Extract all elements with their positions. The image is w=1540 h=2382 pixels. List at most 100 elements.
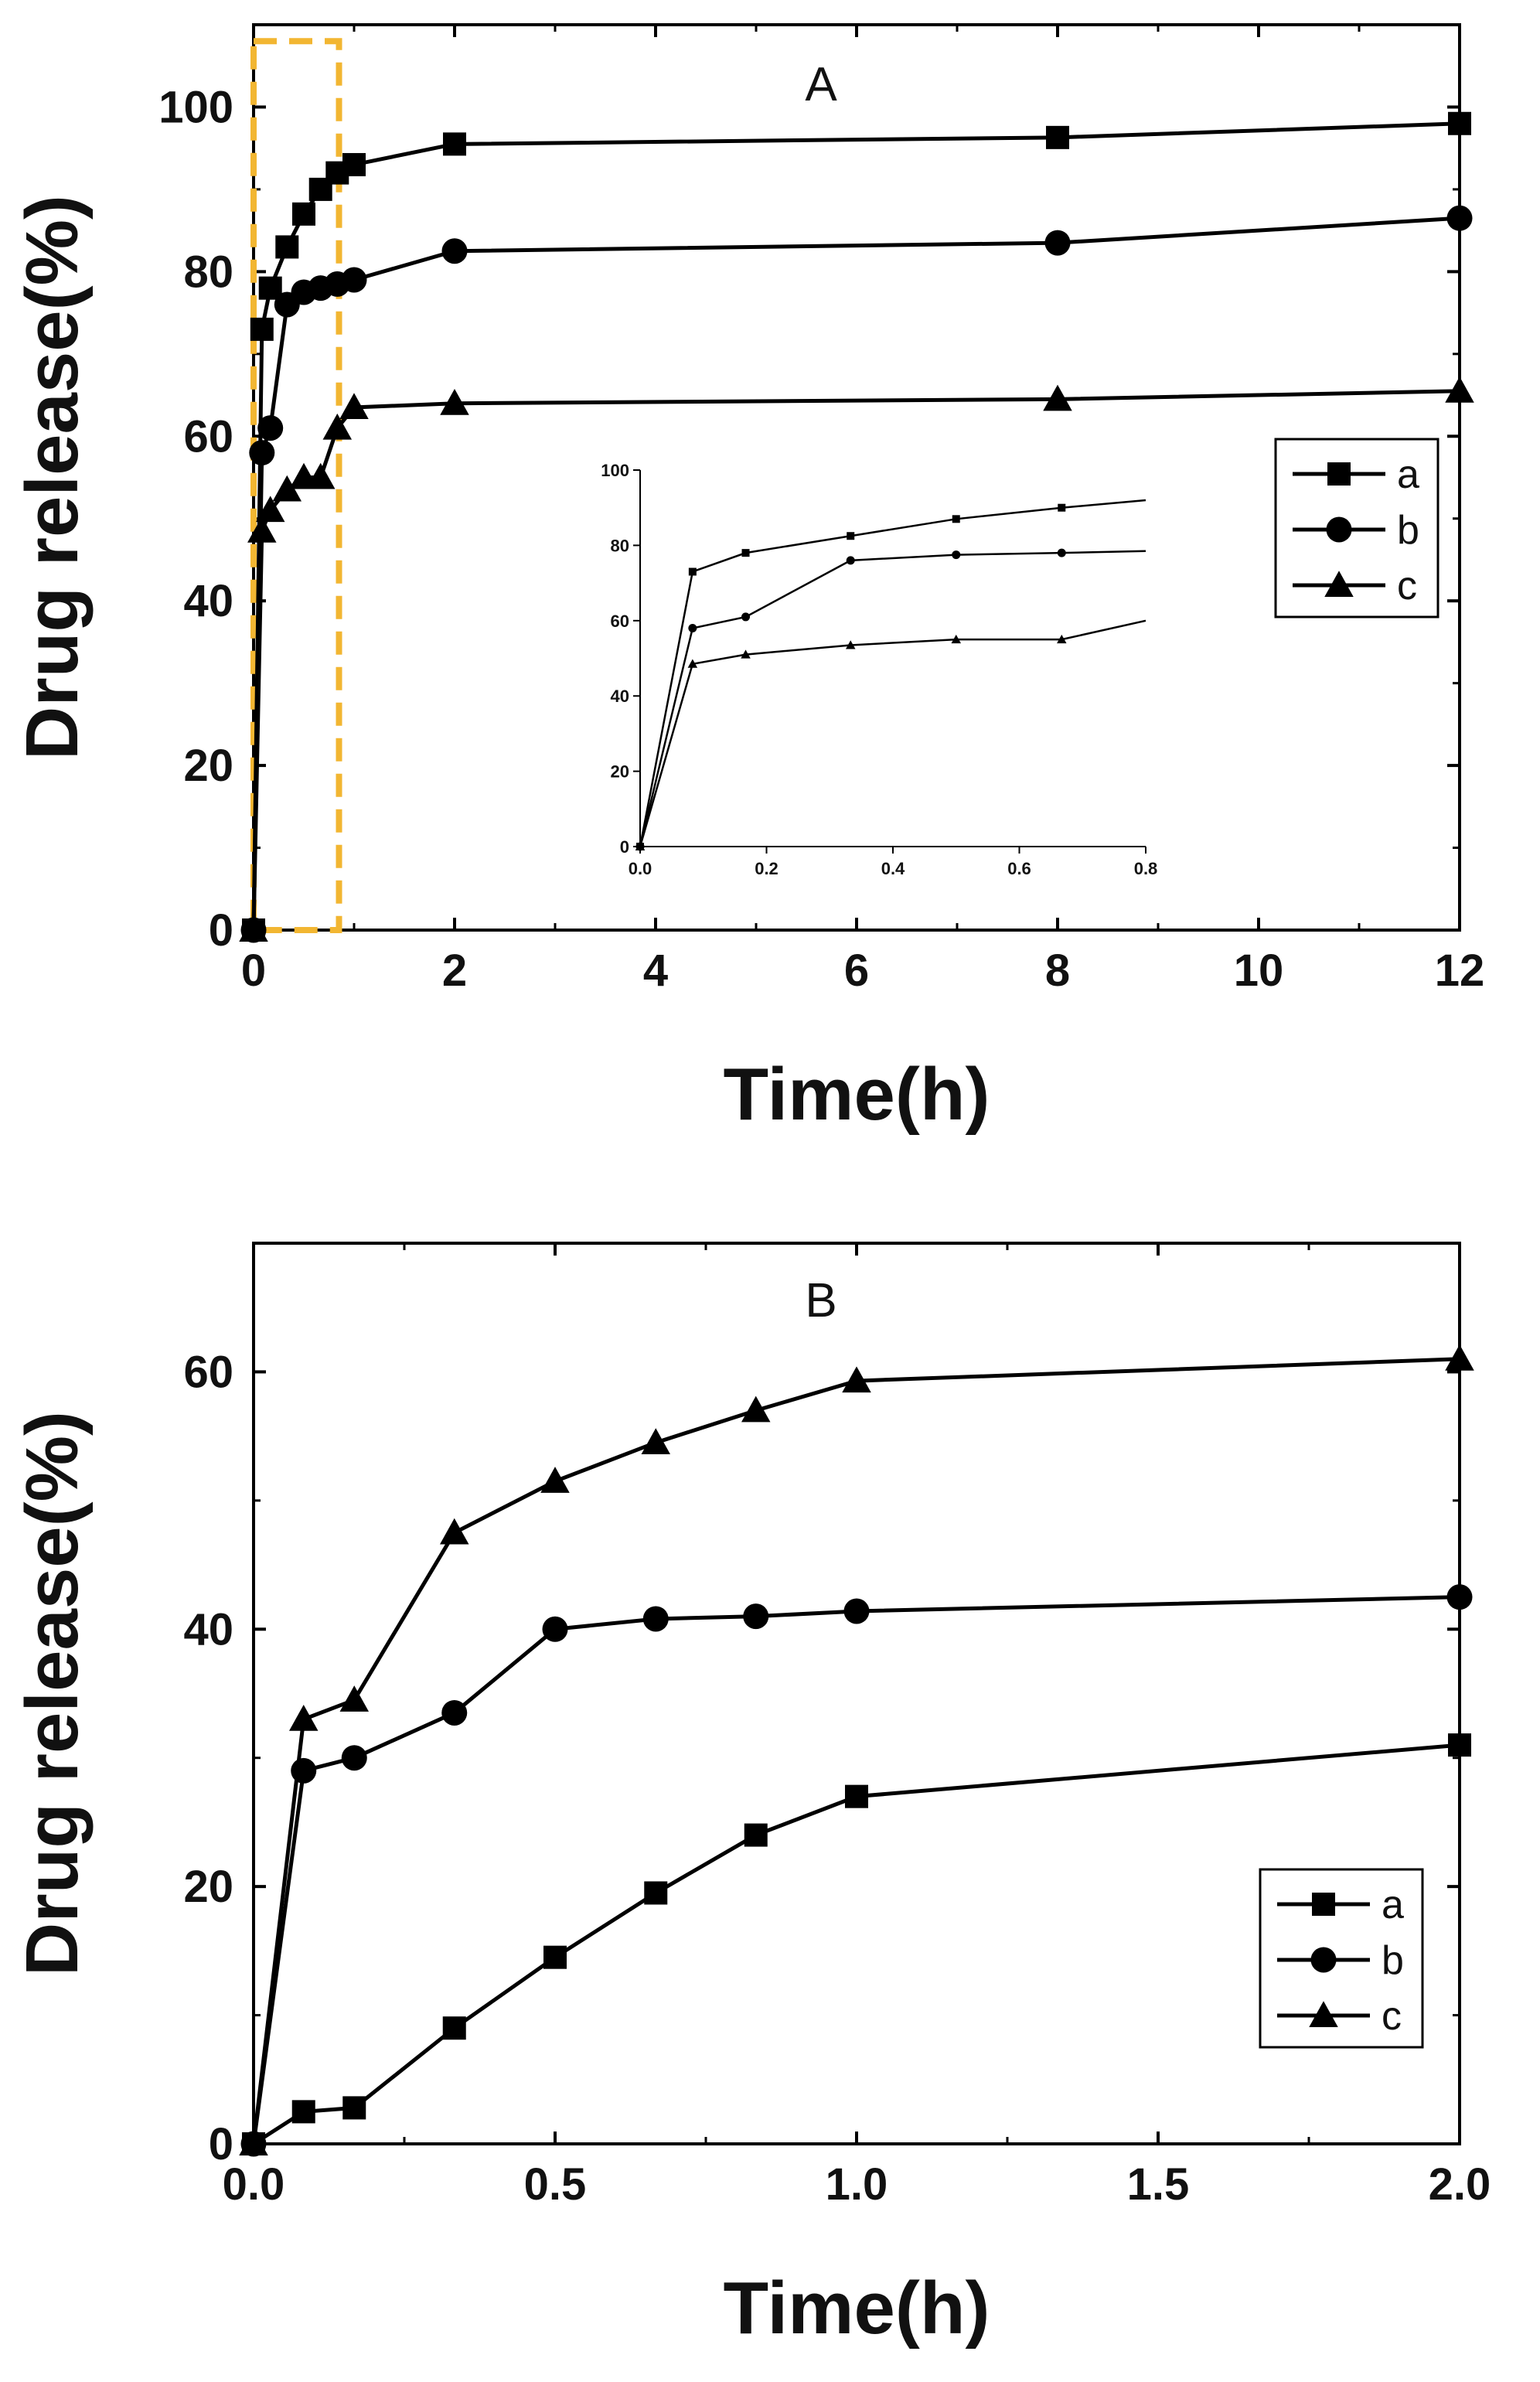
legend-label-b: b — [1382, 1938, 1404, 1983]
x-tick-label: 2 — [442, 946, 467, 996]
data-point-a — [1448, 1733, 1471, 1757]
inset-point-c — [687, 659, 698, 668]
inset-line-c — [639, 619, 1146, 847]
inset-point-a — [1058, 503, 1066, 512]
legend-label-b: b — [1397, 508, 1419, 553]
data-point-b — [843, 1598, 870, 1624]
legend-label-c: c — [1382, 1994, 1402, 2039]
data-point-c — [239, 2129, 268, 2155]
data-point-a — [1046, 125, 1069, 149]
x-tick-label: 1.0 — [826, 2159, 888, 2210]
inset-point-b — [952, 550, 961, 560]
x-tick-label: 0.5 — [524, 2159, 587, 2210]
data-point-b — [743, 1603, 769, 1630]
inset-x-tick-label: 0.6 — [1007, 859, 1031, 878]
data-point-a — [543, 1945, 567, 1969]
series-a — [242, 1733, 1471, 2155]
inset-y-tick-label: 20 — [611, 762, 629, 782]
data-point-a — [291, 2100, 315, 2124]
data-point-c — [842, 1366, 871, 1393]
inset-point-b — [846, 556, 855, 565]
data-point-c — [288, 1705, 319, 1731]
x-tick-label: 0.0 — [223, 2159, 285, 2210]
panel-b-chart: 0.0 0.5 1.0 1.5 2.0 0 20 40 60 Time(h) Drug releas… — [11, 1242, 1491, 2350]
panel-title: B — [805, 1274, 836, 1327]
x-tick-label: 12 — [1435, 946, 1485, 996]
x-tick-label: 2.0 — [1429, 2159, 1491, 2210]
data-point-c — [255, 496, 285, 523]
inset-point-c — [635, 841, 646, 850]
inset-y-tick-label: 80 — [611, 536, 629, 555]
inset-point-a — [952, 515, 960, 523]
data-point-a — [442, 2016, 466, 2040]
data-point-c — [322, 413, 353, 440]
data-point-c — [440, 388, 469, 415]
data-point-c — [239, 915, 268, 942]
y-tick-label: 20 — [183, 1862, 233, 1912]
inset-chart: 0.0 0.2 0.4 0.6 0.8 0 20 40 60 80 100 — [601, 461, 1157, 878]
legend-marker-b — [1326, 516, 1352, 543]
series-c — [239, 1344, 1474, 2155]
data-point-c — [1445, 376, 1474, 403]
data-point-a — [342, 2096, 366, 2120]
legend-label-a: a — [1382, 1883, 1404, 1927]
data-point-b — [642, 1606, 669, 1632]
data-point-c — [741, 1395, 771, 1423]
y-tick-label: 40 — [183, 576, 233, 626]
y-tick-label: 80 — [183, 247, 233, 297]
legend-marker-c — [1309, 2001, 1338, 2027]
legend: abc — [1259, 1868, 1424, 2049]
x-tick-label: 0 — [241, 946, 266, 996]
y-tick-label: 20 — [183, 741, 233, 791]
y-tick-label: 100 — [158, 82, 233, 132]
inset-x-tick-label: 0.4 — [881, 859, 905, 878]
data-point-a — [1448, 111, 1471, 135]
inset-point-c — [741, 649, 751, 659]
x-axis-title: Time(h) — [724, 1053, 990, 1136]
data-point-a — [443, 132, 466, 156]
inset-x-tick-label: 0.2 — [755, 859, 779, 878]
legend-label-c: c — [1397, 564, 1417, 608]
inset-y-tick-label: 0 — [620, 837, 629, 857]
inset-point-c — [1057, 634, 1067, 644]
legend-marker-b — [1310, 1947, 1337, 1973]
data-point-b — [1446, 1584, 1473, 1610]
inset-point-a — [847, 532, 855, 540]
y-tick-label: 0 — [209, 2119, 233, 2169]
inset-x-tick-label: 0.0 — [629, 859, 652, 878]
inset-point-b — [1057, 548, 1066, 557]
inset-point-a — [741, 549, 750, 557]
data-point-c — [1445, 1344, 1474, 1371]
legend-marker-a — [1312, 1893, 1335, 1916]
data-point-c — [339, 393, 369, 420]
data-point-a — [292, 202, 315, 226]
data-point-a — [644, 1881, 668, 1905]
data-point-c — [247, 516, 277, 543]
data-point-c — [641, 1428, 671, 1454]
series-c — [239, 376, 1474, 942]
x-tick-label: 1.5 — [1127, 2159, 1190, 2210]
panel-title: A — [805, 58, 837, 111]
data-point-b — [1044, 230, 1071, 256]
data-point-c — [272, 475, 302, 502]
data-point-a — [744, 1823, 768, 1847]
data-point-b — [542, 1616, 568, 1642]
inset-point-a — [688, 567, 697, 576]
inset-x-tick-label: 0.8 — [1134, 859, 1158, 878]
y-tick-label: 0 — [209, 905, 233, 956]
y-axis-title: Drug release(%) — [11, 1411, 94, 1976]
inset-y-tick-label: 60 — [611, 612, 629, 631]
inset-y-tick-label: 100 — [601, 461, 629, 480]
inset-point-c — [951, 634, 961, 644]
data-point-b — [257, 415, 284, 441]
inset-point-b — [688, 624, 697, 633]
data-point-c — [1043, 384, 1072, 411]
legend-marker-c — [1324, 571, 1354, 597]
x-tick-label: 6 — [844, 946, 869, 996]
x-tick-label: 10 — [1234, 946, 1284, 996]
panel-a-chart: 0 2 4 6 8 10 12 0 20 40 60 80 100 Time(h) Drug release… — [11, 23, 1485, 1136]
data-point-c — [339, 1685, 370, 1712]
zoom-highlight-box — [250, 38, 342, 934]
data-point-c — [540, 1467, 570, 1493]
